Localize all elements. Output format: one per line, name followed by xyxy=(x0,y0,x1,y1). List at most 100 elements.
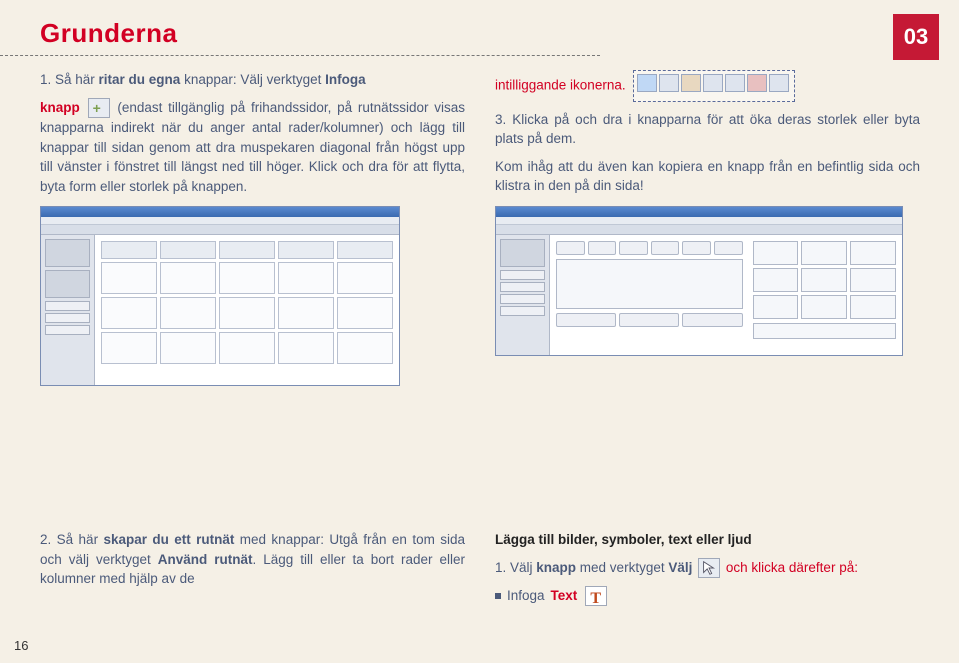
ss-side-btn xyxy=(45,301,90,311)
pill xyxy=(682,313,742,327)
cell xyxy=(219,262,275,294)
cell xyxy=(101,297,157,329)
column-left: 1. Så här ritar du egna knappar: Välj ve… xyxy=(40,70,465,386)
cell xyxy=(850,268,896,292)
text: Infoga xyxy=(507,586,545,606)
text-red: knapp xyxy=(40,100,80,115)
ss-canvas xyxy=(95,235,399,385)
para-1b: knapp (endast tillgänglig på frihandssid… xyxy=(40,98,465,197)
grid-b xyxy=(753,241,896,319)
adjacent-icons-strip xyxy=(633,70,795,102)
ss-side-btn xyxy=(500,306,545,316)
text-red: och klicka därefter på: xyxy=(726,560,858,575)
ss-sidebar xyxy=(496,235,550,355)
ss-titlebar xyxy=(496,207,902,217)
pill-row xyxy=(556,313,743,327)
layout-area-b xyxy=(753,241,896,349)
text: 1. Välj xyxy=(495,560,536,575)
ss-side-btn xyxy=(500,282,545,292)
insert-text-icon xyxy=(585,586,607,606)
cell xyxy=(337,332,393,364)
ss-side-btn xyxy=(45,325,90,335)
cell xyxy=(278,241,334,259)
cell xyxy=(101,332,157,364)
cell xyxy=(219,332,275,364)
text-bold: skapar du ett rutnät xyxy=(103,532,234,547)
top-columns: 1. Så här ritar du egna knappar: Välj ve… xyxy=(40,70,920,386)
text: 1. Så här xyxy=(40,72,99,87)
para-1: 1. Så här ritar du egna knappar: Välj ve… xyxy=(40,70,465,90)
text: med verktyget xyxy=(576,560,668,575)
wide-cell xyxy=(753,323,896,339)
cell xyxy=(160,332,216,364)
screenshot-page-layout xyxy=(495,206,903,356)
bullet-insert-text: Infoga Text xyxy=(495,586,920,606)
pill xyxy=(556,313,616,327)
ss-canvas xyxy=(550,235,902,355)
cell xyxy=(850,295,896,319)
cell xyxy=(278,332,334,364)
ss-sidebar xyxy=(41,235,95,385)
section-title: Grunderna xyxy=(40,18,177,49)
cell xyxy=(278,297,334,329)
subheading: Lägga till bilder, symboler, text eller … xyxy=(495,530,920,550)
mini-icon xyxy=(725,74,745,92)
para-2: 2. Så här skapar du ett rutnät med knapp… xyxy=(40,530,465,589)
title-underline xyxy=(0,55,600,56)
para-r2b: 1. Välj knapp med verktyget Välj och kli… xyxy=(495,558,920,578)
pill xyxy=(588,241,617,255)
mini-icon xyxy=(637,74,657,92)
ss-toolbar xyxy=(41,225,399,235)
mini-icon xyxy=(769,74,789,92)
ss-side-block xyxy=(45,239,90,267)
pill xyxy=(619,313,679,327)
para-r3: Kom ihåg att du även kan kopiera en knap… xyxy=(495,157,920,196)
text: knappar: Välj verktyget xyxy=(180,72,325,87)
pill xyxy=(714,241,743,255)
para-r1: intilliggande ikonerna. xyxy=(495,70,920,102)
cell xyxy=(160,241,216,259)
bullet-icon xyxy=(495,593,501,599)
pill xyxy=(556,241,585,255)
cell xyxy=(801,268,847,292)
text-bold: ritar du egna xyxy=(99,72,181,87)
big-cell xyxy=(556,259,743,309)
cell xyxy=(850,241,896,265)
text-bold: Infoga xyxy=(325,72,366,87)
pill xyxy=(651,241,680,255)
ss-menubar xyxy=(496,217,902,225)
cell xyxy=(219,241,275,259)
para-r2: 3. Klicka på och dra i knapparna för att… xyxy=(495,110,920,149)
text-bold: Välj xyxy=(668,560,692,575)
cell xyxy=(101,262,157,294)
select-tool-icon xyxy=(698,558,720,578)
chapter-badge: 03 xyxy=(893,14,939,60)
cell xyxy=(337,262,393,294)
ss-grid xyxy=(101,241,393,364)
ss-body xyxy=(496,235,902,355)
screenshot-grid-editor xyxy=(40,206,400,386)
pill-row xyxy=(556,241,743,255)
cell xyxy=(101,241,157,259)
text-red: intilliggande ikonerna. xyxy=(495,77,626,92)
cell xyxy=(278,262,334,294)
cell xyxy=(219,297,275,329)
ss-side-btn xyxy=(45,313,90,323)
ss-toolbar xyxy=(496,225,902,235)
text-bold: Använd rutnät xyxy=(158,552,253,567)
page-number: 16 xyxy=(14,638,28,653)
bottom-columns: 2. Så här skapar du ett rutnät med knapp… xyxy=(40,530,920,606)
mini-icon xyxy=(681,74,701,92)
ss-side-block xyxy=(45,270,90,298)
mini-icon xyxy=(703,74,723,92)
column-right-2: Lägga till bilder, symboler, text eller … xyxy=(495,530,920,606)
mini-icon xyxy=(747,74,767,92)
ss-side-btn xyxy=(500,270,545,280)
text: 2. Så här xyxy=(40,532,103,547)
ss-menubar xyxy=(41,217,399,225)
cell xyxy=(801,241,847,265)
mini-icon xyxy=(659,74,679,92)
cell xyxy=(160,297,216,329)
cell xyxy=(337,241,393,259)
pill xyxy=(619,241,648,255)
